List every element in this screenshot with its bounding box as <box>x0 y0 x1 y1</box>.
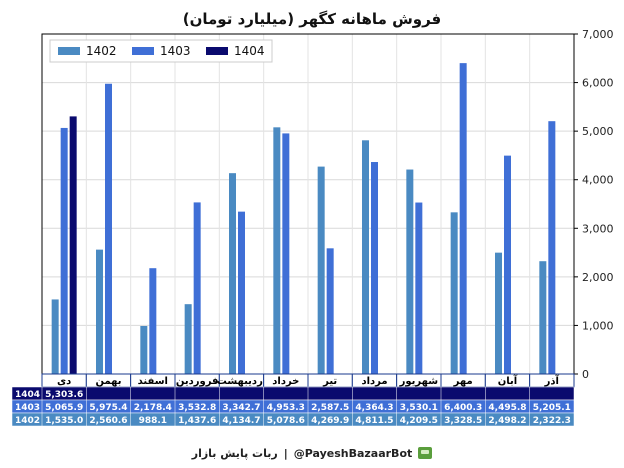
bar-1403-7 <box>371 162 378 374</box>
legend-box <box>49 39 273 63</box>
y-tick-label: 7,000 <box>582 28 614 41</box>
table-cell-1403-2: 2,178.4 <box>134 403 172 413</box>
bar-1403-8 <box>415 202 423 374</box>
y-tick-label: 2,000 <box>582 271 614 284</box>
bar-1402-3 <box>184 304 192 374</box>
table-cell-1402-6: 4,269.9 <box>311 416 349 426</box>
bars <box>51 63 556 375</box>
category-label: شهریور <box>399 376 439 387</box>
table-cell-1403-0: 5,065.9 <box>45 403 83 413</box>
legend-swatch-1404 <box>206 47 228 55</box>
category-label: اردیبهشت <box>217 376 267 387</box>
table-cell-1403-1: 5,975.4 <box>89 403 127 413</box>
table-row-label: 1403 <box>15 403 40 413</box>
y-tick-label: 5,000 <box>582 125 614 138</box>
table-cell-1402-9: 3,328.5 <box>444 416 482 426</box>
bar-1403-10 <box>504 155 511 374</box>
bar-1403-9 <box>459 63 467 374</box>
bar-1403-1 <box>105 83 112 374</box>
table-row-label: 1402 <box>15 416 40 426</box>
bar-1402-11 <box>539 261 547 374</box>
table-cell-1403-7: 4,364.3 <box>355 403 393 413</box>
footer-name: ربات پایش بازار <box>191 446 278 460</box>
bar-1404-0 <box>69 116 77 374</box>
legend-swatch-1403 <box>132 47 154 55</box>
table-cell-1402-2: 988.1 <box>139 416 167 426</box>
bar-1402-6 <box>317 166 325 374</box>
bar-1403-2 <box>149 268 157 374</box>
category-label: آذر <box>544 374 560 387</box>
table-cell-1402-5: 5,078.6 <box>267 416 305 426</box>
category-label: دی <box>57 376 71 387</box>
table-cell-1402-3: 1,437.6 <box>178 416 216 426</box>
table-row-label: 1404 <box>15 390 40 400</box>
table-row-1404 <box>11 386 575 401</box>
legend-label-1404: 1404 <box>234 44 265 58</box>
category-label: مهر <box>453 376 473 387</box>
table-cell-1403-8: 3,530.1 <box>400 403 438 413</box>
bar-1402-2 <box>140 326 148 374</box>
table-row-1402 <box>11 412 575 427</box>
y-tick-label: 3,000 <box>582 222 614 235</box>
legend-label-1402: 1402 <box>86 44 117 58</box>
bar-1403-4 <box>238 211 245 374</box>
footer-handle[interactable]: @PayeshBazaarBot <box>293 446 413 460</box>
table-cell-1404-0: 5,303.6 <box>45 390 83 400</box>
bar-1402-7 <box>362 140 369 374</box>
bar-1403-6 <box>326 248 334 374</box>
bar-1403-5 <box>282 133 290 374</box>
bar-1402-9 <box>450 212 458 374</box>
bar-1402-10 <box>495 252 502 374</box>
legend-swatch-1402 <box>58 47 80 55</box>
category-label: اسفند <box>138 376 168 387</box>
table-cell-1402-0: 1,535.0 <box>45 416 83 426</box>
table-cell-1403-3: 3,532.8 <box>178 403 216 413</box>
table-cell-1402-11: 2,322.3 <box>533 416 571 426</box>
legend: 1402 1403 1404 <box>49 39 273 63</box>
table-cell-1403-9: 6,400.3 <box>444 403 482 413</box>
bar-1402-0 <box>51 299 59 374</box>
category-label: مرداد <box>361 376 387 387</box>
chart-title: فروش ماهانه کگهر (میلیارد تومان) <box>182 10 442 28</box>
table-cell-1402-1: 2,560.6 <box>89 416 127 426</box>
y-tick-label: 6,000 <box>582 77 614 90</box>
axes: 0 1,000 2,000 3,000 4,000 5,000 6,000 7,000 <box>41 28 614 381</box>
y-tick-label: 1,000 <box>582 319 614 332</box>
bar-chart: 0 1,000 2,000 3,000 4,000 5,000 6,000 7,000 140… <box>11 28 614 427</box>
gridlines <box>41 33 575 375</box>
bar-1402-1 <box>96 249 103 374</box>
category-label: آبان <box>498 374 518 387</box>
table-cell-1403-6: 2,587.5 <box>311 403 349 413</box>
table-cell-1402-7: 4,811.5 <box>355 416 393 426</box>
bar-1403-3 <box>193 202 201 374</box>
category-label: فروردین <box>176 376 219 387</box>
bar-1403-0 <box>60 127 68 374</box>
bar-1402-5 <box>273 127 281 375</box>
category-label: بهمن <box>95 376 121 387</box>
category-label: تیر <box>322 376 337 387</box>
footer-separator: | <box>283 446 288 460</box>
y-tick-label: 4,000 <box>582 174 614 187</box>
bar-1402-8 <box>406 169 414 374</box>
table-cell-1403-5: 4,953.3 <box>267 403 305 413</box>
monitor-icon <box>418 447 433 459</box>
y-tick-label: 0 <box>582 368 589 381</box>
category-label: خرداد <box>272 376 299 387</box>
table-cell-1403-4: 3,342.7 <box>222 403 260 413</box>
bar-1402-4 <box>229 173 236 374</box>
table-cell-1402-4: 4,134.7 <box>222 416 260 426</box>
table-cell-1403-10: 4,495.8 <box>488 403 526 413</box>
bar-1403-11 <box>548 121 556 375</box>
table-cell-1402-8: 4,209.5 <box>400 416 438 426</box>
table-cell-1403-11: 5,205.1 <box>533 403 571 413</box>
footer: ربات پایش بازار | @PayeshBazaarBot <box>0 438 624 468</box>
table-cell-1402-10: 2,498.2 <box>488 416 526 426</box>
legend-label-1403: 1403 <box>160 44 191 58</box>
